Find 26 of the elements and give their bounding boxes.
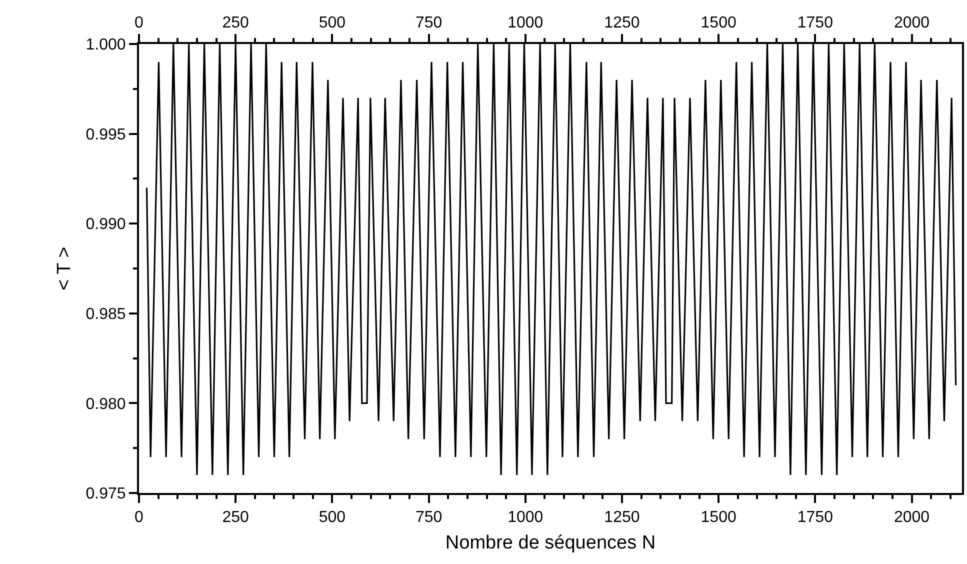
x-tick-label: 1500: [700, 14, 736, 32]
x-tick-label: 500: [318, 14, 346, 32]
y-tick-label: 0.990: [86, 216, 126, 234]
y-tick-label: 0.980: [86, 396, 126, 413]
x-axis-title: Nombre de séquences N: [445, 532, 656, 554]
x-tick-label: 1750: [797, 14, 834, 32]
x-tick-label: 250: [222, 14, 250, 32]
x2-tick-label: 1250: [604, 509, 640, 526]
x2-tick-label: 250: [222, 509, 250, 526]
x2-tick-label: 1000: [508, 509, 544, 526]
x-tick-label: 1000: [508, 14, 544, 32]
x2-tick-label: 750: [415, 509, 442, 526]
y-axis-title: < T >: [54, 246, 76, 290]
x2-tick-label: 1750: [797, 509, 834, 526]
x2-tick-label: 2000: [894, 509, 930, 526]
y-tick-label: 0.995: [86, 126, 126, 144]
x-tick-label: 2000: [894, 14, 930, 32]
x-tick-label: 0: [134, 14, 144, 32]
x-tick-label: 1250: [604, 14, 640, 32]
x-tick-label: 750: [415, 14, 442, 32]
y-tick-label: 0.975: [86, 486, 126, 503]
x2-tick-label: 0: [134, 509, 144, 526]
y-tick-label: 0.985: [86, 306, 126, 323]
y-tick-label: 1.000: [86, 36, 126, 54]
x2-tick-label: 1500: [700, 509, 736, 526]
x2-tick-label: 500: [318, 509, 346, 526]
